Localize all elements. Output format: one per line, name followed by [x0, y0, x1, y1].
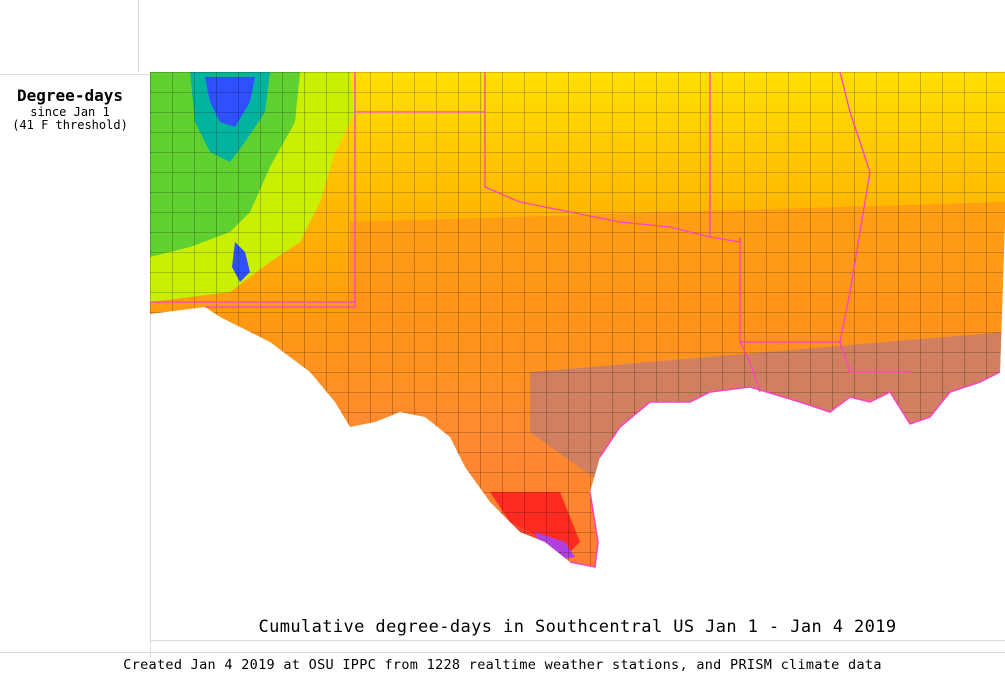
degree-day-map — [150, 71, 1005, 617]
frame-vline-map-left — [150, 72, 151, 657]
legend-subtitle-since: since Jan 1 — [30, 105, 110, 119]
frame-vline-left — [138, 0, 139, 72]
footer-credit: Created Jan 4 2019 at OSU IPPC from 1228… — [123, 657, 882, 673]
legend-subtitle-threshold: (41 F threshold) — [12, 118, 128, 132]
state-borders — [150, 71, 910, 393]
legend-title: Degree-days — [17, 86, 123, 105]
coastline — [599, 371, 1001, 458]
frame-hline-bottom — [0, 652, 1005, 653]
map-title: Cumulative degree-days in Southcentral U… — [258, 617, 897, 637]
frame-hline-top — [0, 74, 150, 75]
frame-hline-title-divider — [150, 640, 1005, 641]
map-svg — [150, 71, 1005, 568]
land-fill — [150, 72, 1005, 567]
legend: Degree-days since Jan 1 (41 F threshold) — [0, 88, 140, 132]
